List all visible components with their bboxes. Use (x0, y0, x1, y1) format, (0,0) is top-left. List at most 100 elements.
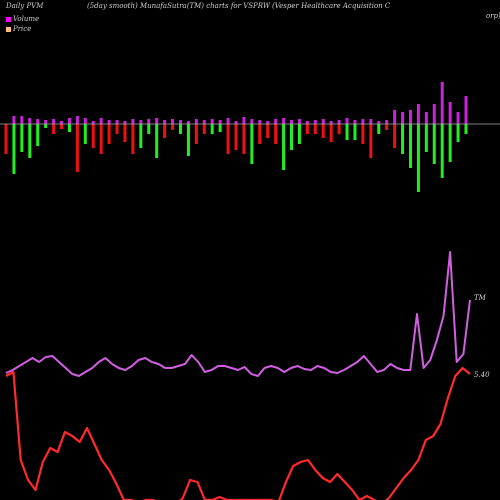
volume-bar-up (163, 120, 167, 124)
volume-bar-down (401, 124, 405, 154)
volume-bar-up (440, 82, 444, 124)
volume-bar-up (171, 119, 175, 124)
price-line (5, 366, 471, 500)
volume-bar-up (186, 121, 190, 124)
volume-bar-up (83, 118, 87, 124)
volume-bar-down (83, 124, 87, 144)
volume-bar-up (91, 121, 95, 124)
volume-bar-up (28, 118, 32, 124)
volume-bar-up (250, 119, 254, 124)
volume-bar-down (178, 124, 182, 134)
volume-bar-down (60, 124, 64, 129)
volume-bar-up (369, 119, 373, 124)
legend-price: Price (6, 25, 31, 33)
volume-bar-down (416, 124, 420, 192)
volume-line (5, 251, 471, 377)
volume-bar-down (393, 124, 397, 148)
volume-bar-up (345, 118, 349, 124)
volume-bar-up (36, 119, 40, 124)
volume-bar-down (432, 124, 436, 164)
volume-bar-down (464, 124, 468, 134)
volume-bar-down (290, 124, 294, 150)
volume-bar-up (20, 116, 24, 124)
volume-bar-down (52, 124, 56, 134)
volume-bar-down (305, 124, 309, 134)
volume-bar-up (139, 120, 143, 124)
legend-volume-swatch (6, 16, 11, 22)
volume-bar-down (115, 124, 119, 134)
volume-bar-up (377, 121, 381, 124)
volume-bar-up (202, 120, 206, 124)
legend-volume: Volume (6, 15, 39, 23)
volume-line-label: TM (474, 294, 487, 302)
volume-bar-down (99, 124, 103, 154)
volume-bar-up (290, 120, 294, 124)
volume-bar-down (345, 124, 349, 140)
volume-bar-up (210, 119, 214, 124)
volume-bar-up (147, 119, 151, 124)
header-company-wrap: orp) (486, 12, 500, 20)
volume-bar-up (155, 118, 159, 124)
volume-bar-up (361, 119, 365, 124)
volume-bar-up (194, 119, 198, 124)
volume-bar-up (385, 120, 389, 124)
volume-bar-up (337, 120, 341, 124)
volume-bar-up (52, 119, 56, 124)
volume-bar-up (313, 120, 317, 124)
volume-bar-up (226, 118, 230, 124)
volume-bar-down (186, 124, 190, 156)
volume-bar-up (401, 112, 405, 124)
volume-bar-down (155, 124, 159, 158)
volume-bar-up (218, 120, 222, 124)
volume-bar-up (131, 119, 135, 124)
volume-bar-up (424, 112, 428, 124)
volume-bar-up (456, 112, 460, 124)
volume-bar-down (250, 124, 254, 164)
volume-bar-down (91, 124, 95, 148)
volume-bar-down (440, 124, 444, 178)
volume-bar-down (361, 124, 365, 144)
volume-bar-up (242, 117, 246, 124)
volume-bar-down (36, 124, 40, 146)
volume-bar-down (369, 124, 373, 158)
volume-bar-up (60, 121, 64, 124)
volume-bar-up (12, 116, 16, 124)
volume-bar-up (107, 120, 111, 124)
volume-bar-up (393, 110, 397, 124)
price-line-label: 5.40 (474, 371, 490, 379)
volume-bar-up (464, 96, 468, 124)
volume-bar-down (297, 124, 301, 144)
volume-bar-up (75, 116, 79, 124)
volume-bar-up (282, 118, 286, 124)
bar-group (4, 82, 468, 192)
volume-bar-down (266, 124, 270, 138)
volume-bar-down (274, 124, 278, 144)
volume-bar-down (202, 124, 206, 134)
volume-bar-up (297, 119, 301, 124)
volume-bar-down (147, 124, 151, 134)
volume-bar-down (385, 124, 389, 130)
volume-bar-up (115, 120, 119, 124)
volume-bar-up (321, 119, 325, 124)
header-title: (5day smooth) MunafaSutra(TM) charts for… (87, 2, 271, 10)
volume-bar-down (329, 124, 333, 142)
volume-bar-down (337, 124, 341, 134)
legend-price-label: Price (13, 25, 32, 33)
volume-bar-down (321, 124, 325, 138)
volume-bar-down (424, 124, 428, 152)
volume-bar-up (408, 110, 412, 124)
volume-bar-down (171, 124, 175, 130)
legend-volume-label: Volume (13, 15, 40, 23)
volume-bar-up (305, 121, 309, 124)
volume-bar-down (4, 124, 8, 154)
volume-bar-down (218, 124, 222, 132)
volume-bar-up (274, 119, 278, 124)
volume-bar-down (139, 124, 143, 148)
volume-bar-down (123, 124, 127, 142)
volume-bar-down (353, 124, 357, 140)
volume-bar-down (20, 124, 24, 152)
volume-bar-down (163, 124, 167, 138)
volume-bar-down (107, 124, 111, 144)
